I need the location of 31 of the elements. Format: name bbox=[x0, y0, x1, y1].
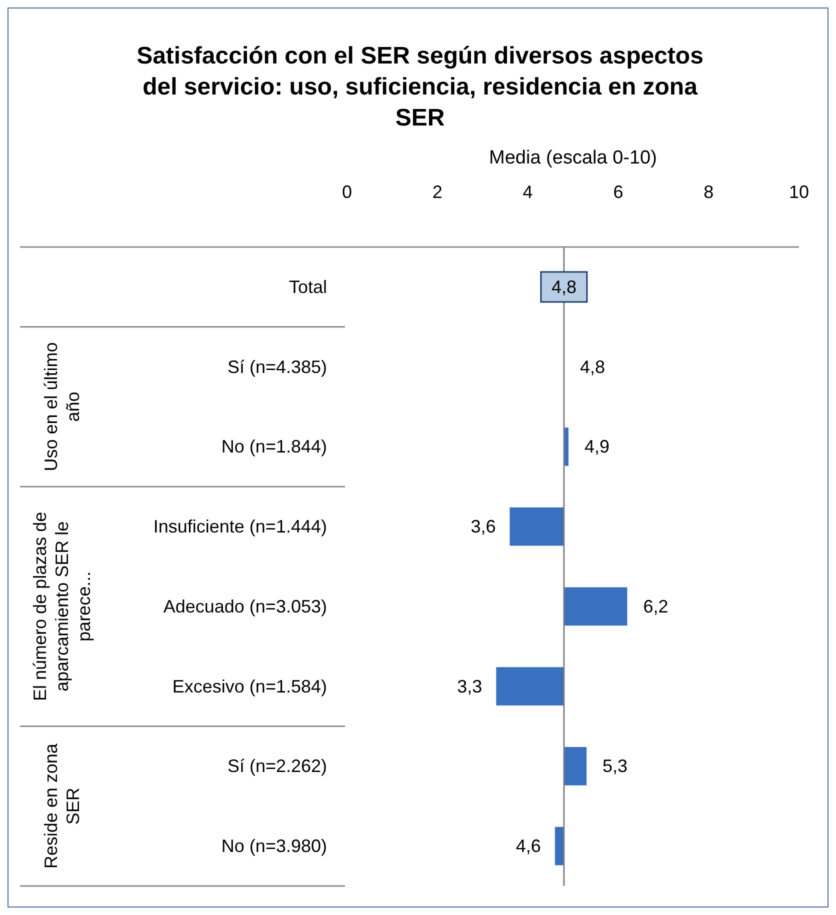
bar bbox=[564, 587, 628, 626]
text: Uso en el último año bbox=[41, 342, 83, 472]
chart-title: Satisfacción con el SER según diversos aspectos del servicio: uso, suficiencia, residencia en zona SER bbox=[136, 42, 704, 132]
annotation: 4,9 bbox=[584, 436, 610, 457]
text: El número de plazas de aparcamiento SER le parece... bbox=[30, 512, 94, 701]
bar bbox=[510, 507, 564, 546]
annotation: 4,8 bbox=[580, 356, 605, 377]
y-tick-label: Total bbox=[288, 276, 327, 297]
y-tick-label: Sí (n=4.385) bbox=[227, 356, 327, 377]
annotation: 5,3 bbox=[602, 756, 628, 776]
annotation: 4,8 bbox=[551, 276, 576, 297]
bar bbox=[496, 667, 564, 706]
annotation: 6,2 bbox=[643, 596, 668, 616]
x-axis-title: Media (escala 0-10) bbox=[489, 148, 657, 168]
y-tick-label: No (n=3.980) bbox=[221, 836, 327, 856]
x-tick-label: 2 bbox=[432, 182, 442, 202]
y-tick-label: Excesivo (n=1.584) bbox=[172, 676, 327, 696]
y-tick-label: Insuficiente (n=1.444) bbox=[153, 516, 327, 537]
annotation: 4,6 bbox=[516, 836, 541, 856]
annotation: 3,3 bbox=[457, 676, 482, 696]
text: Reside en zona SER bbox=[41, 742, 83, 869]
x-tick-label: 8 bbox=[704, 182, 714, 202]
x-tick-label: 0 bbox=[342, 182, 352, 202]
y-tick-label: No (n=1.844) bbox=[221, 436, 327, 457]
annotation: 3,6 bbox=[470, 516, 496, 537]
y-tick-label: Adecuado (n=3.053) bbox=[163, 596, 327, 616]
y-tick-label: Sí (n=2.262) bbox=[227, 756, 327, 776]
x-tick-label: 6 bbox=[613, 182, 624, 202]
bar bbox=[564, 747, 587, 786]
x-tick-label: 4 bbox=[522, 182, 533, 202]
x-tick-label: 10 bbox=[788, 182, 810, 202]
